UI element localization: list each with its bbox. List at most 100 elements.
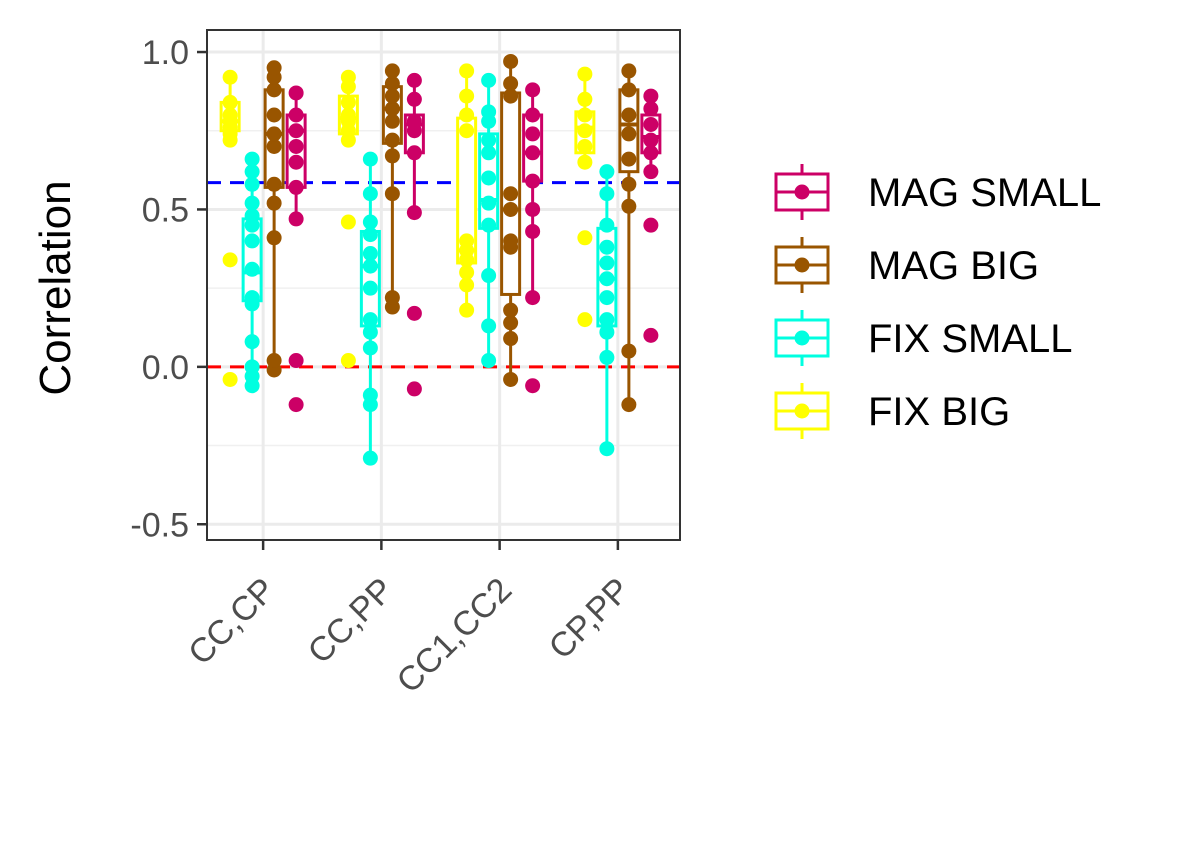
data-point [643,101,659,117]
legend-key-point [794,403,810,419]
panel-border [206,29,681,541]
data-point [406,205,422,221]
data-point [244,151,260,167]
data-point [503,76,519,92]
data-point [362,151,378,167]
data-point [362,214,378,230]
data-point [503,331,519,347]
box-fix-small [241,151,263,394]
legend-label: MAG BIG [868,244,1039,288]
data-point [481,170,497,186]
data-point [288,397,304,413]
data-point [643,132,659,148]
data-point [384,290,400,306]
box-fix-small [596,164,618,457]
data-point [362,280,378,296]
data-point [362,340,378,356]
data-point [244,195,260,211]
data-point [459,88,475,104]
legend: MAG SMALL MAG BIG FIX SMALL FIX BIG [774,164,1101,439]
data-point [266,126,282,142]
legend-item-fix-big: FIX BIG [774,383,1010,439]
data-point [244,176,260,192]
data-point [643,164,659,180]
data-point [266,60,282,76]
data-point [362,258,378,274]
data-point [266,230,282,246]
data-point [384,148,400,164]
data-point [599,255,615,271]
data-point [621,126,637,142]
data-point [481,132,497,148]
data-point [340,214,356,230]
x-tick-label: CC1,CC2 [390,571,520,701]
data-point [621,343,637,359]
data-point [244,334,260,350]
data-point [406,305,422,321]
data-point [266,195,282,211]
data-point [288,154,304,170]
data-point [525,378,541,394]
data-point [244,261,260,277]
data-point [577,138,593,154]
data-point [577,312,593,328]
data-point [340,94,356,110]
data-point [503,302,519,318]
box-mag-small [640,88,662,343]
data-point [406,72,422,88]
data-point [599,217,615,233]
box-mag-big [618,63,640,413]
data-point [525,223,541,239]
data-point [599,349,615,365]
data-point [288,138,304,154]
data-point [503,186,519,202]
data-point [244,290,260,306]
data-point [384,113,400,129]
y-tick-label: 1.0 [142,34,189,72]
data-point [481,217,497,233]
y-tick-label: -0.5 [130,506,189,544]
box-fix-big [337,69,359,369]
box-mag-small [522,82,544,394]
legend-item-mag-small: MAG SMALL [774,164,1101,220]
data-point [362,227,378,243]
data-point [340,353,356,369]
data-point [599,164,615,180]
data-point [643,88,659,104]
data-point [577,66,593,82]
box-mag-small [403,72,425,397]
box-iqr [359,229,381,328]
data-point [621,63,637,79]
data-point [362,246,378,262]
data-point [222,252,238,268]
data-point [643,217,659,233]
data-point [577,123,593,139]
data-point [362,387,378,403]
data-point [222,107,238,123]
box-mag-big [263,60,285,378]
data-point [222,69,238,85]
data-point [577,230,593,246]
data-point [599,312,615,328]
box-fix-big [456,63,478,318]
data-point [459,123,475,139]
box-fix-small [478,72,500,369]
data-point [244,233,260,249]
data-point [288,211,304,227]
data-point [503,53,519,69]
data-point [406,91,422,107]
data-point [525,201,541,217]
data-point [222,371,238,387]
legend-item-mag-big: MAG BIG [774,237,1039,293]
data-point [503,315,519,331]
data-point [481,145,497,161]
data-point [503,371,519,387]
data-point [599,239,615,255]
data-point [362,312,378,328]
data-point [266,138,282,154]
data-point [384,186,400,202]
data-point [288,179,304,195]
data-point [459,264,475,280]
data-point [244,164,260,180]
data-point [459,302,475,318]
